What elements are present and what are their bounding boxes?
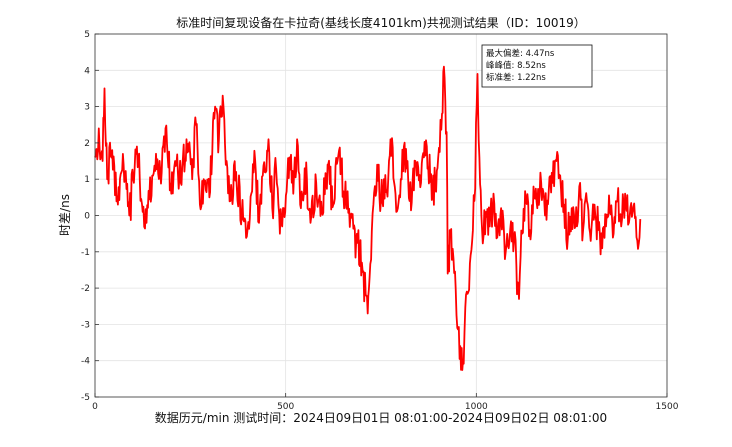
- y-tick-label-4: -1: [81, 248, 90, 258]
- y-axis-label: 时差/ns: [58, 194, 72, 236]
- stat-max-deviation: 最大偏差: 4.47ns: [486, 48, 555, 59]
- stats-box: 最大偏差: 4.47ns 峰峰值: 8.52ns 标准差: 1.22ns: [481, 44, 593, 88]
- y-tick-label-6: 1: [84, 175, 90, 185]
- stat-peak-to-peak: 峰峰值: 8.52ns: [486, 60, 546, 71]
- x-tick-label-0: 0: [92, 402, 98, 412]
- y-tick-label-10: 5: [84, 30, 90, 40]
- y-tick-label-3: -2: [81, 284, 90, 294]
- series-line-0: [94, 65, 642, 371]
- x-tick-label-3: 1500: [656, 402, 679, 412]
- y-tick-label-5: 0: [84, 212, 90, 222]
- x-axis: 0 500 1000 1500: [92, 393, 679, 412]
- chart-title: 标准时间复现设备在卡拉奇(基线长度4101km)共视测试结果（ID：10019）: [176, 15, 586, 30]
- stat-std-dev: 标准差: 1.22ns: [486, 72, 546, 83]
- y-axis: -5 -4 -3 -2 -1 0 1 2 3 4 5: [81, 30, 99, 403]
- x-axis-label: 数据历元/min 测试时间：2024日09日01日 08:01:00-2024日…: [155, 410, 607, 425]
- series-group: [94, 65, 642, 371]
- y-tick-label-8: 3: [84, 103, 90, 113]
- y-tick-label-7: 2: [84, 139, 90, 149]
- y-tick-label-0: -5: [81, 393, 90, 403]
- y-tick-label-9: 4: [84, 66, 90, 76]
- y-tick-label-1: -4: [81, 357, 90, 367]
- x-tick-label-2: 1000: [465, 402, 488, 412]
- stats-box-frame: [481, 44, 593, 88]
- x-tick-label-1: 500: [277, 402, 294, 412]
- y-tick-label-2: -3: [81, 320, 90, 330]
